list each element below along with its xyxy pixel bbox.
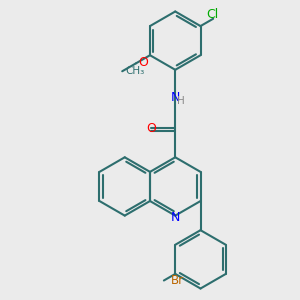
Text: Br: Br	[171, 274, 184, 287]
Text: N: N	[171, 91, 181, 104]
Text: O: O	[138, 56, 148, 69]
Text: H: H	[177, 96, 185, 106]
Text: CH₃: CH₃	[125, 66, 144, 76]
Text: O: O	[146, 122, 156, 135]
Text: N: N	[171, 212, 180, 224]
Text: Cl: Cl	[206, 8, 219, 21]
